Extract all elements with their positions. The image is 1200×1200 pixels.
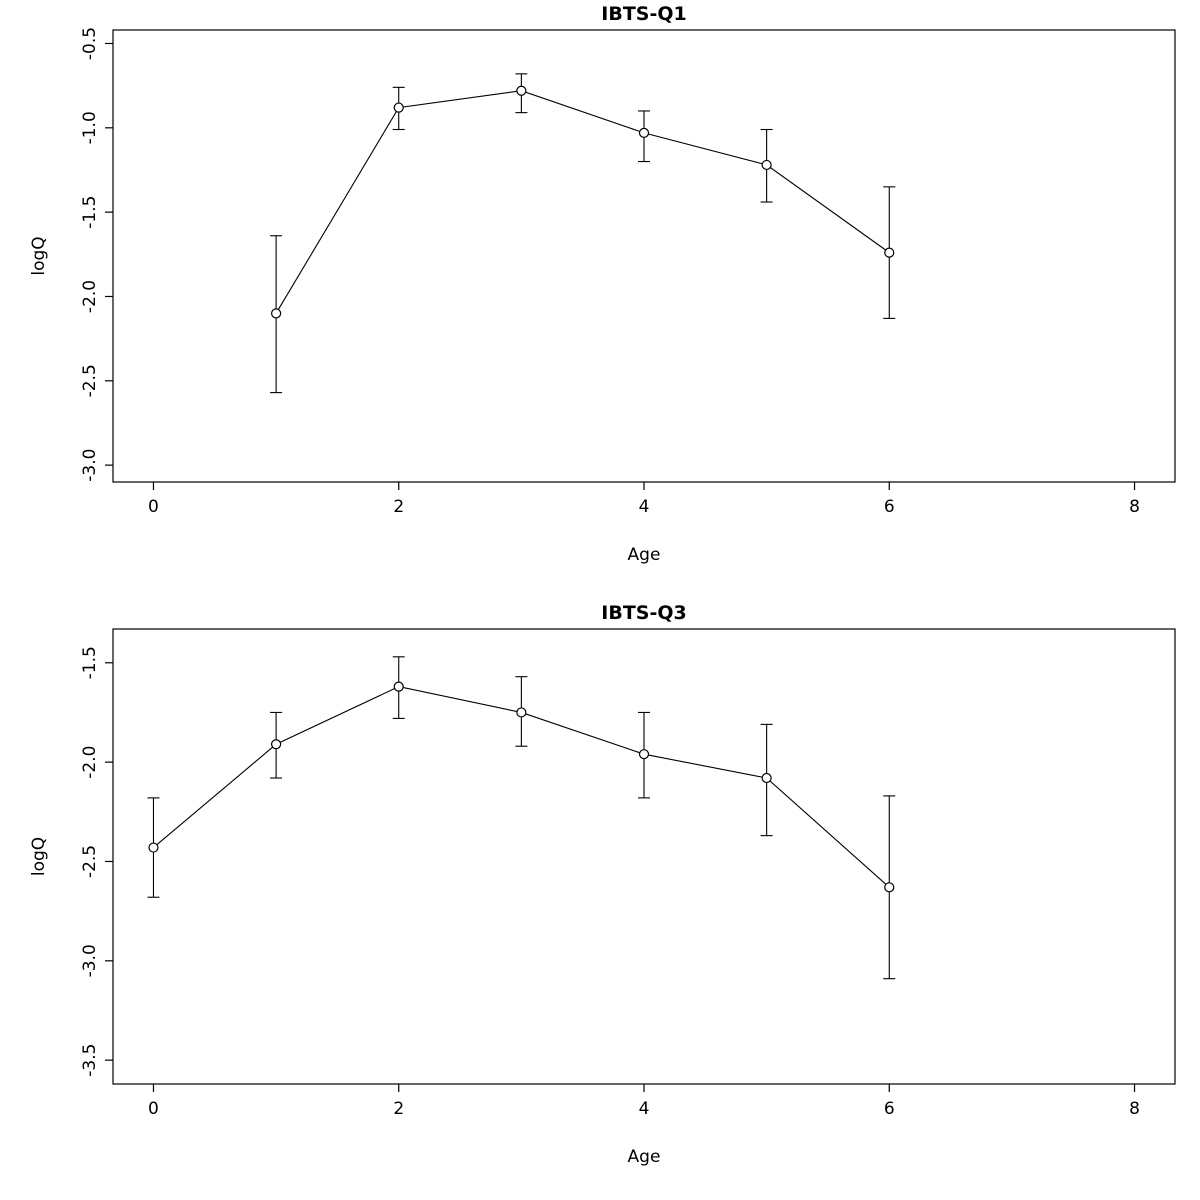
y-tick-label: -3.0 xyxy=(80,449,100,482)
x-tick-label: 0 xyxy=(148,1099,159,1119)
y-tick-label: -1.5 xyxy=(80,196,100,229)
y-tick-label: -0.5 xyxy=(80,27,100,60)
data-point xyxy=(148,842,159,853)
chart-title: IBTS-Q3 xyxy=(601,602,686,624)
y-tick-label: -2.0 xyxy=(80,280,100,313)
chart-ibts-q1: 0 2 4 6 8 -3.0 -2.5 -2.0 -1.5 -1.0 -0.5 IBTS-Q1 Age l… xyxy=(0,0,1200,582)
data-point xyxy=(638,127,650,138)
data-point xyxy=(761,772,772,784)
data-point xyxy=(271,308,282,319)
x-tick-label: 4 xyxy=(639,1099,650,1119)
x-tick-label: 2 xyxy=(393,1099,404,1119)
x-tick-label: 0 xyxy=(148,497,159,517)
y-tick-label: -2.0 xyxy=(80,746,100,779)
data-point xyxy=(761,159,772,171)
x-axis-label: Age xyxy=(628,545,661,565)
x-tick-label: 2 xyxy=(393,497,404,517)
data-point xyxy=(884,882,895,893)
plot-box xyxy=(112,628,1176,1085)
y-tick-label: -3.0 xyxy=(80,944,100,977)
plot-box xyxy=(112,29,1176,483)
x-tick-label: 6 xyxy=(884,497,895,517)
y-tick-label: -1.0 xyxy=(80,111,100,144)
y-axis-label: logQ xyxy=(29,236,49,275)
x-tick-label: 6 xyxy=(884,1099,895,1119)
data-point xyxy=(884,247,895,258)
ibts-q3-plot: 0 2 4 6 8 -3.5 -3.0 -2.5 -2.0 -1.5 IBTS-Q3 Age logQ xyxy=(29,602,1176,1167)
y-tick-label: -2.5 xyxy=(80,845,100,878)
data-point xyxy=(516,707,527,718)
x-tick-label: 4 xyxy=(639,497,650,517)
ibts-q1-plot: 0 2 4 6 8 -3.0 -2.5 -2.0 -1.5 -1.0 -0.5 IBTS-Q1 Age l… xyxy=(29,3,1176,565)
data-point xyxy=(393,681,404,692)
x-axis-label: Age xyxy=(628,1147,661,1167)
y-tick-label: -3.5 xyxy=(80,1044,100,1077)
chart-title: IBTS-Q1 xyxy=(601,3,686,25)
chart-ibts-q3: 0 2 4 6 8 -3.5 -3.0 -2.5 -2.0 -1.5 IBTS-Q3 Age logQ xyxy=(0,582,1200,1200)
data-point xyxy=(271,739,282,750)
y-tick-label: -2.5 xyxy=(80,364,100,397)
series-line xyxy=(275,90,890,314)
y-tick-label: -1.5 xyxy=(80,646,100,679)
x-tick-label: 8 xyxy=(1129,497,1140,517)
data-point xyxy=(516,85,527,96)
data-point xyxy=(638,749,650,760)
x-tick-label: 8 xyxy=(1129,1099,1140,1119)
data-point xyxy=(393,102,404,113)
y-axis-label: logQ xyxy=(29,837,49,876)
